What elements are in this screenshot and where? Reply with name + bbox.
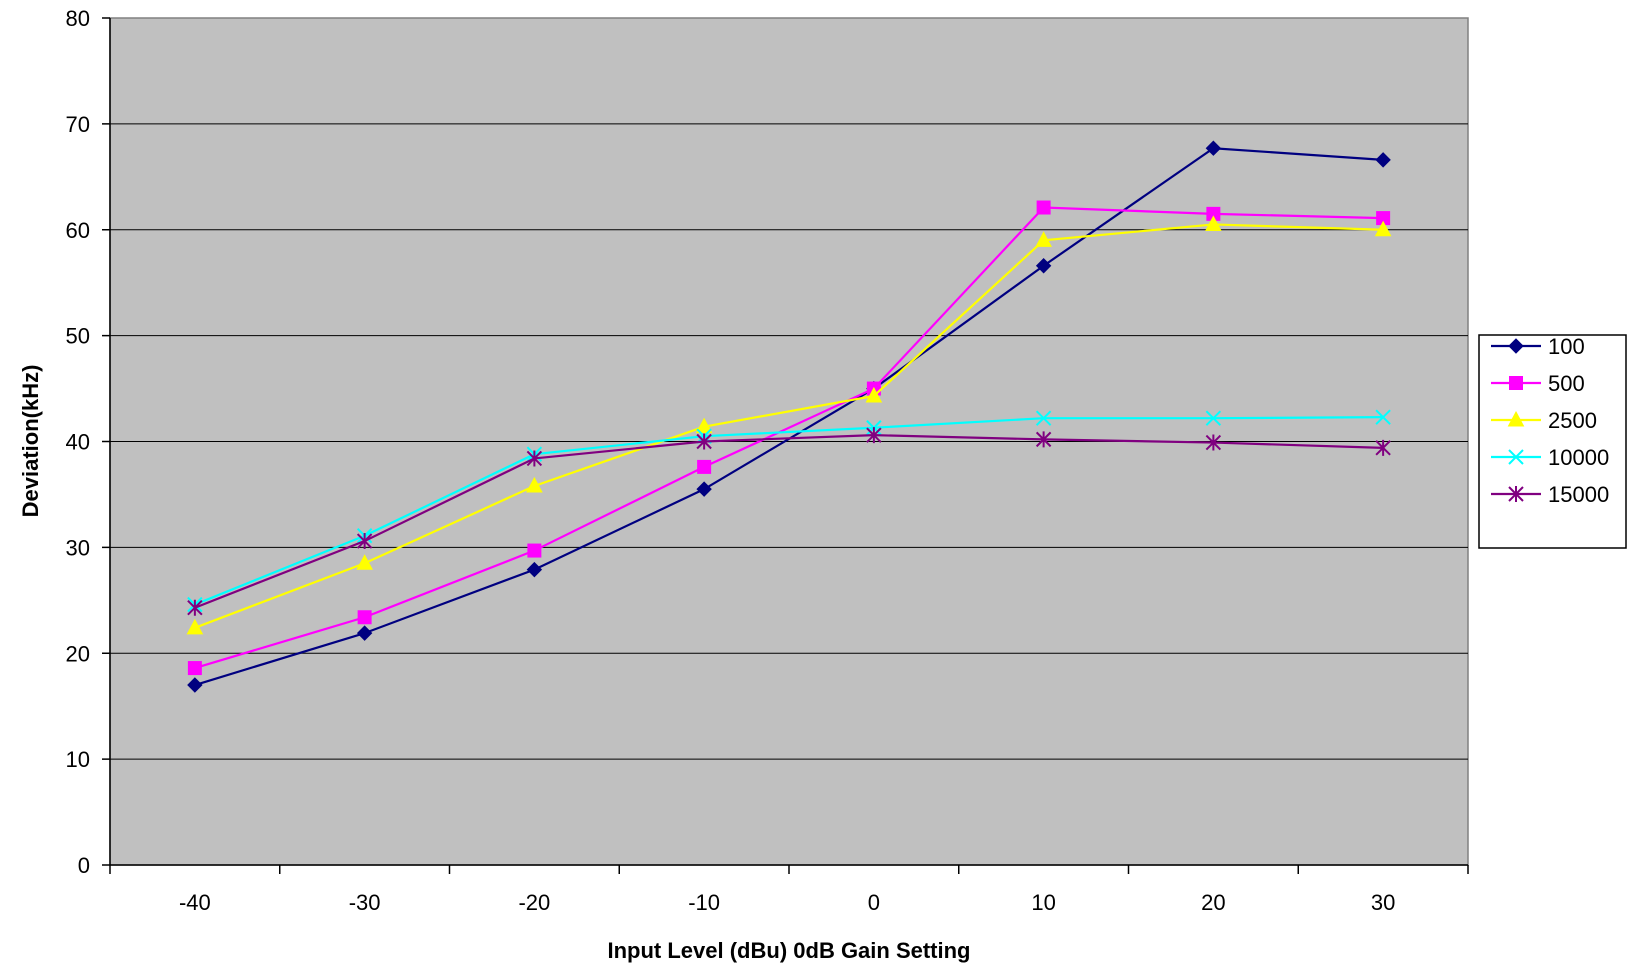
- data-point-10000: [1375, 409, 1391, 425]
- legend: 100 500 2500 10000 15000: [1478, 334, 1627, 549]
- data-point-2500: [356, 554, 373, 570]
- y-tick-label: 80: [66, 6, 90, 31]
- data-point-15000: [356, 533, 373, 550]
- data-point-100: [356, 625, 373, 641]
- data-point-100: [1205, 140, 1222, 156]
- data-point-15000: [187, 599, 203, 616]
- legend-label-2500: 2500: [1548, 408, 1597, 433]
- legend-label-15000: 15000: [1548, 482, 1609, 507]
- legend-label-10000: 10000: [1548, 445, 1609, 470]
- series-line-500: [194, 206, 1384, 670]
- x-axis-ticks: -40 -30 -20 -10 0 10 20 30: [109, 865, 1469, 915]
- series-line-2500: [194, 223, 1384, 629]
- gridlines: [110, 123, 1468, 760]
- x-tick-label: 0: [868, 890, 880, 915]
- data-point-15000: [696, 433, 712, 450]
- data-point-500: [697, 459, 712, 474]
- data-point-500: [187, 661, 202, 676]
- legend-marker-100: [1508, 338, 1524, 354]
- data-point-2500: [186, 618, 204, 635]
- data-point-15000: [1205, 434, 1222, 451]
- legend-marker-500: [1509, 376, 1523, 390]
- data-point-500: [527, 543, 542, 558]
- legend-marker-15000: [1508, 486, 1524, 502]
- y-tick-label: 70: [66, 112, 90, 137]
- x-tick-label: 20: [1201, 890, 1225, 915]
- y-tick-label: 40: [66, 430, 90, 455]
- legend-label-500: 500: [1548, 371, 1585, 396]
- data-point-2500: [1205, 215, 1222, 231]
- x-tick-label: -10: [688, 890, 720, 915]
- data-point-10000: [1205, 410, 1222, 426]
- y-tick-label: 10: [66, 747, 90, 772]
- data-point-15000: [1035, 431, 1052, 448]
- legend-marker-2500: [1507, 410, 1525, 427]
- data-point-100: [696, 481, 712, 497]
- x-tick-label: -30: [349, 890, 381, 915]
- legend-marker-10000: [1508, 449, 1524, 465]
- data-point-15000: [1375, 439, 1391, 456]
- y-tick-label: 60: [66, 218, 90, 243]
- series-group: [186, 140, 1392, 693]
- data-point-100: [187, 677, 203, 693]
- x-tick-label: -20: [518, 890, 550, 915]
- data-point-15000: [526, 450, 543, 467]
- y-axis-title: Deviation(kHz): [18, 365, 43, 518]
- data-point-100: [526, 561, 543, 578]
- data-point-500: [1036, 200, 1051, 215]
- data-point-100: [1375, 152, 1391, 168]
- data-point-2500: [1374, 220, 1392, 237]
- legend-label-100: 100: [1548, 334, 1585, 359]
- x-tick-label: 10: [1031, 890, 1055, 915]
- series-15000: [187, 427, 1391, 616]
- data-point-2500: [695, 417, 713, 434]
- y-axis-ticks: 0 10 20 30 40 50 60 70 80: [66, 6, 110, 878]
- series-2500: [186, 215, 1392, 635]
- legend-box: [1478, 334, 1627, 549]
- series-line-10000: [194, 416, 1384, 606]
- y-tick-label: 20: [66, 641, 90, 666]
- x-tick-label: -40: [179, 890, 211, 915]
- data-point-500: [357, 610, 372, 625]
- data-point-2500: [865, 386, 883, 403]
- y-tick-label: 50: [66, 324, 90, 349]
- x-axis-title: Input Level (dBu) 0dB Gain Setting: [608, 938, 971, 963]
- y-tick-label: 0: [78, 853, 90, 878]
- data-point-15000: [866, 427, 882, 444]
- data-point-10000: [1035, 410, 1052, 426]
- x-tick-label: 30: [1371, 890, 1395, 915]
- y-tick-label: 30: [66, 535, 90, 560]
- series-line-15000: [194, 434, 1384, 609]
- data-point-100: [1035, 258, 1052, 274]
- data-point-2500: [526, 476, 543, 493]
- data-point-2500: [1035, 231, 1052, 247]
